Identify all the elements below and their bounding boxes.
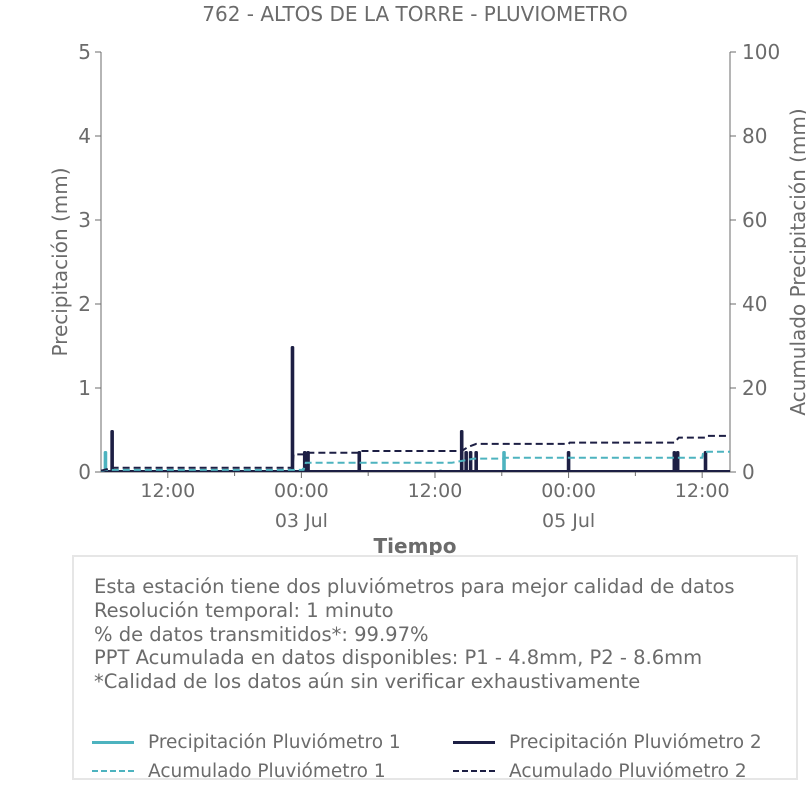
y-tick-label: 1: [78, 376, 91, 400]
legend-item-acum-p2: Acumulado Pluviómetro 2: [453, 758, 747, 784]
x-tick-label: 12:00: [408, 480, 463, 502]
legend-swatch-acum-p1: [92, 770, 134, 772]
bar-series-2: [302, 451, 307, 472]
y-tick-label: 0: [78, 460, 91, 484]
bar-series-2: [290, 346, 295, 472]
info-lines: Esta estación tiene dos pluviómetros par…: [94, 575, 735, 694]
y-tick-label: 2: [78, 292, 91, 316]
legend-item-p1: Precipitación Pluviómetro 1: [92, 729, 401, 755]
legend-label-p2: Precipitación Pluviómetro 2: [509, 731, 762, 753]
bar-series-2: [703, 451, 708, 472]
y2-tick-label: 20: [742, 376, 767, 400]
rainfall-chart: 762 - ALTOS DE LA TORRE - PLUVIOMETRO 01…: [48, 2, 806, 558]
y-tick-label: 4: [78, 124, 91, 148]
y2-axis-label: Acumulado Precipitación (mm): [786, 108, 806, 415]
info-box: Esta estación tiene dos pluviómetros par…: [72, 555, 798, 782]
y2-tick-label: 80: [742, 124, 767, 148]
bar-series-2: [675, 451, 680, 472]
bar-series-2: [672, 451, 677, 472]
x-tick-sublabel: 05 Jul: [542, 510, 595, 532]
info-line-transmitted: % de datos transmitidos*: 99.97%: [94, 622, 429, 646]
legend-label-acum-p2: Acumulado Pluviómetro 2: [509, 760, 747, 782]
bar-series-2: [306, 451, 310, 472]
x-tick-label: 12:00: [675, 480, 730, 502]
legend-swatch-p2: [453, 740, 495, 744]
bar-series-2: [110, 430, 114, 472]
legend-swatch-acum-p2: [453, 770, 495, 772]
x-tick-label: 12:00: [140, 480, 195, 502]
bar-series-1: [502, 451, 506, 472]
bar-series-2: [474, 451, 478, 472]
bars-layer: [101, 346, 730, 472]
bar-series-2: [566, 451, 571, 472]
y2-tick-label: 60: [742, 208, 767, 232]
bar-series-2: [468, 451, 473, 472]
line-series-4: [100, 434, 730, 472]
y2-tick-label: 0: [742, 460, 755, 484]
y-tick-label: 3: [78, 208, 91, 232]
x-tick-sublabel: 03 Jul: [275, 510, 328, 532]
bar-series-2: [357, 451, 362, 472]
legend-item-p2: Precipitación Pluviómetro 2: [453, 729, 762, 755]
legend-swatch-p1: [92, 740, 134, 744]
y-tick-label: 5: [78, 40, 91, 64]
x-tick-label: 00:00: [541, 480, 596, 502]
chart-title: 762 - ALTOS DE LA TORRE - PLUVIOMETRO: [202, 2, 627, 26]
y2-tick-label: 40: [742, 292, 767, 316]
info-line-accumulated: PPT Acumulada en datos disponibles: P1 -…: [94, 646, 703, 670]
x-axis-label: Tiempo: [374, 534, 457, 558]
legend-label-p1: Precipitación Pluviómetro 1: [148, 731, 401, 753]
info-line-resolution: Resolución temporal: 1 minuto: [94, 598, 394, 622]
y2-tick-label: 100: [742, 40, 780, 64]
bar-series-1: [103, 451, 108, 472]
info-line-dual-gauges: Esta estación tiene dos pluviómetros par…: [94, 575, 735, 598]
legend-item-acum-p1: Acumulado Pluviómetro 1: [92, 758, 386, 784]
x-tick-label: 00:00: [274, 480, 329, 502]
line-series-3: [100, 450, 730, 473]
bar-series-2: [464, 451, 468, 472]
y-axis-label: Precipitación (mm): [48, 167, 72, 356]
legend-label-acum-p1: Acumulado Pluviómetro 1: [148, 760, 386, 782]
axes: 0 1 2 3 4 5 0 20 40 60 80 100 12:00 00:00 03 Jul 12:00 0…: [78, 40, 780, 532]
info-line-quality-note: *Calidad de los datos aún sin verificar …: [94, 670, 641, 694]
lines-layer: [100, 434, 730, 473]
